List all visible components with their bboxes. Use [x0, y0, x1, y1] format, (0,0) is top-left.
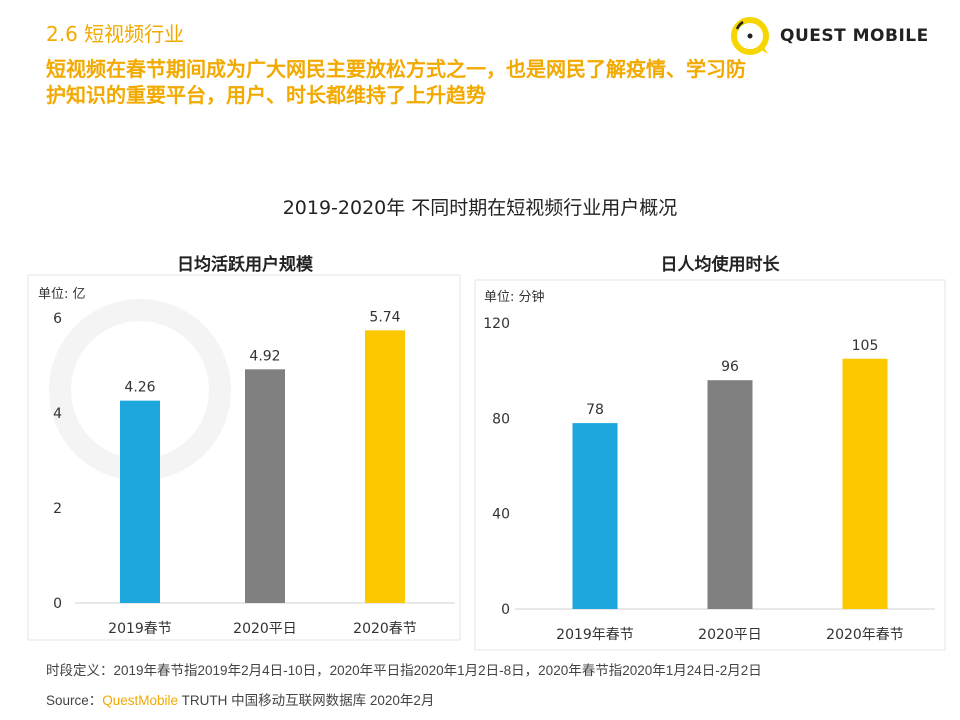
section-title: 2.6 短视频行业	[46, 22, 185, 46]
bar-2019春节	[120, 400, 160, 603]
y-tick-label: 0	[53, 596, 62, 612]
y-tick-label: 6	[53, 311, 62, 327]
chart-main-title: 2019-2020年 不同时期在短视频行业用户概况	[282, 197, 678, 219]
x-tick-label: 2020春节	[353, 621, 417, 637]
footnote-source: Source：QuestMobile TRUTH 中国移动互联网数据库 2020…	[46, 689, 434, 709]
data-label: 96	[721, 359, 739, 375]
x-tick-label: 2020平日	[233, 621, 297, 637]
x-tick-label: 2020年春节	[826, 627, 904, 643]
logo-text: QUEST MOBILE	[780, 26, 929, 46]
headline: 短视频在春节期间成为广大网民主要放松方式之一，也是网民了解疫情、学习防护知识的重…	[46, 57, 746, 107]
y-tick-label: 0	[501, 602, 510, 618]
source-text: TRUTH 中国移动互联网数据库 2020年2月	[178, 693, 435, 708]
chart-frame	[474, 279, 946, 651]
bar-2020年春节	[842, 358, 888, 609]
y-tick-label: 2	[53, 501, 62, 517]
y-tick-label: 40	[492, 507, 510, 523]
bar-2020春节	[365, 330, 405, 603]
source-label: Source：	[46, 693, 103, 708]
logo: QUEST MOBILE	[728, 14, 929, 58]
data-label: 78	[586, 402, 604, 418]
data-label: 5.74	[369, 309, 400, 325]
y-tick-label: 120	[483, 316, 510, 332]
bar-2019年春节	[572, 423, 618, 609]
data-label: 105	[852, 338, 879, 354]
bar-2020平日	[707, 380, 753, 609]
x-tick-label: 2020平日	[698, 627, 762, 643]
data-label: 4.26	[124, 380, 155, 396]
data-label: 4.92	[249, 348, 280, 364]
chart-1-unit: 单位: 亿	[38, 287, 86, 302]
x-tick-label: 2019年春节	[556, 627, 634, 643]
chart-2-title: 日人均使用时长	[660, 255, 780, 275]
x-tick-label: 2019春节	[108, 621, 172, 637]
y-tick-label: 4	[53, 406, 62, 422]
logo-icon	[731, 17, 769, 55]
chart-2-unit: 单位: 分钟	[484, 290, 545, 305]
bar-2020平日	[245, 369, 285, 603]
footnote-definition: 时段定义：2019年春节指2019年2月4日-10日，2020年平日指2020年…	[46, 663, 762, 678]
source-brand: QuestMobile	[102, 693, 179, 708]
chart-frame	[27, 274, 461, 641]
chart-1-title: 日均活跃用户规模	[177, 255, 313, 275]
y-tick-label: 80	[492, 411, 510, 427]
